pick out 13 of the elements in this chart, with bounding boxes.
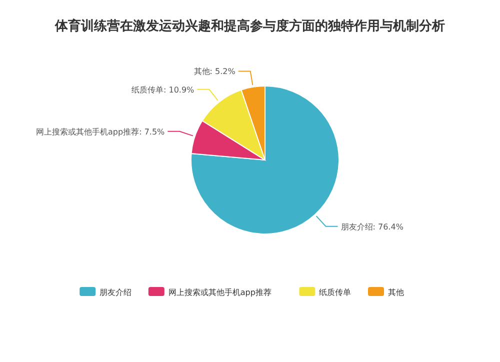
data-label: : 5.2% — [210, 67, 236, 76]
data-label: : 10.9% — [164, 85, 195, 94]
legend-label: 网上搜索或其他手机app推荐 — [168, 288, 272, 297]
data-label: : 7.5% — [139, 127, 166, 136]
slice-label: 纸质传单 — [132, 85, 164, 94]
legend-label: 其他 — [388, 288, 404, 297]
data-label: : 76.4% — [372, 222, 404, 232]
chart-title: 体育训练营在激发运动兴趣和提高参与度方面的独特作用与机制分析 — [54, 18, 445, 34]
slice-label: 朋友介绍 — [340, 222, 373, 232]
legend-label: 纸质传单 — [319, 288, 352, 297]
slice-label: 网上搜索或其他手机app推荐 — [36, 127, 140, 136]
slice-label: 其他 — [194, 67, 210, 76]
legend-label: 朋友介绍 — [100, 288, 132, 297]
